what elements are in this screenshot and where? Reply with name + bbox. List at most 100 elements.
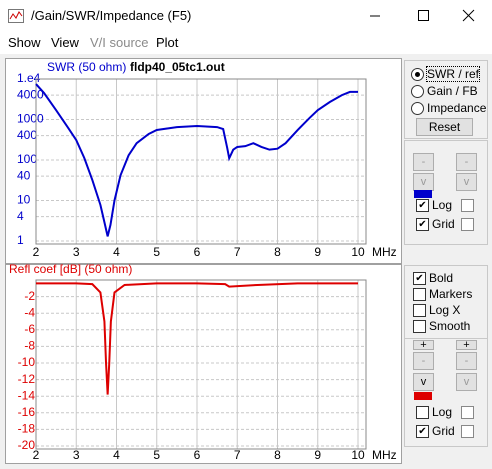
title-bar: /Gain/SWR/Impedance (F5)	[0, 0, 492, 32]
radio[interactable]	[411, 84, 424, 98]
menu-item[interactable]: View	[51, 35, 79, 50]
extra-checkbox[interactable]	[461, 424, 474, 438]
swr-panel	[5, 58, 402, 264]
x-tick-label: 6	[194, 245, 201, 259]
radio[interactable]	[411, 101, 424, 115]
option-checkbox[interactable]: Markers	[413, 287, 472, 301]
x-tick-label: 7	[234, 245, 241, 259]
step-button[interactable]: +	[413, 340, 434, 351]
y-tick-label: -16	[18, 405, 36, 419]
window-buttons[interactable]	[360, 0, 492, 32]
x-axis-label: MHz	[372, 245, 397, 259]
menu-item[interactable]: Plot	[156, 35, 179, 50]
x-tick-label: 7	[234, 448, 241, 462]
x-tick-label: 10	[351, 245, 365, 259]
x-tick-label: 9	[314, 448, 321, 462]
extra-checkbox[interactable]	[461, 198, 474, 212]
x-tick-label: 6	[194, 448, 201, 462]
checkbox[interactable]	[413, 319, 426, 333]
line-series	[36, 282, 358, 395]
y-tick-label: 400	[17, 128, 37, 142]
step-button[interactable]: -	[413, 153, 434, 171]
y-tick-label: -2	[24, 289, 35, 303]
option-checkbox[interactable]: ✔ Bold	[413, 271, 453, 285]
y-tick-label: -8	[24, 339, 35, 353]
menu-bar: Show View V/I source Plot	[0, 32, 492, 54]
checkbox[interactable]: ✔	[416, 198, 429, 212]
radio-option[interactable]: Impedance	[411, 101, 486, 115]
x-tick-label: 4	[113, 245, 120, 259]
plot-frame	[35, 279, 367, 450]
grid-checkbox[interactable]: ✔ Grid	[416, 217, 474, 231]
checkbox[interactable]	[413, 303, 426, 317]
step-button[interactable]: +	[456, 340, 477, 351]
radio-label: Gain / FB	[427, 84, 478, 98]
checkbox-label: Bold	[429, 271, 454, 285]
y-tick-label: -4	[24, 305, 35, 319]
step-button[interactable]: v	[413, 173, 434, 191]
checkbox-label: Markers	[429, 287, 473, 301]
y-tick-label: -10	[18, 355, 36, 369]
window-title: /Gain/SWR/Impedance (F5)	[31, 8, 192, 23]
checkbox[interactable]: ✔	[416, 217, 429, 231]
lower-controls: + + - - v v Log ✔ Grid	[404, 338, 488, 447]
radio-option[interactable]: Gain / FB	[411, 84, 478, 98]
checkbox-label: Log	[432, 405, 453, 419]
log-checkbox[interactable]: Log	[416, 405, 474, 419]
radio-label: Impedance	[427, 101, 487, 115]
color-swatch[interactable]	[414, 392, 432, 400]
checkbox-label: Log X	[429, 303, 461, 317]
plot-frame	[35, 78, 367, 245]
y-tick-label: 100	[17, 152, 37, 166]
step-button[interactable]: -	[456, 153, 477, 171]
app-icon	[8, 9, 24, 23]
radio-option[interactable]: SWR / ref	[411, 66, 481, 82]
menu-item[interactable]: Show	[8, 35, 41, 50]
x-tick-label: 3	[73, 245, 80, 259]
x-tick-label: 8	[274, 448, 281, 462]
option-checkbox[interactable]: Log X	[413, 303, 460, 317]
step-button[interactable]: v	[456, 173, 477, 191]
option-checkbox[interactable]: Smooth	[413, 319, 470, 333]
reset-button[interactable]: Reset	[416, 118, 473, 136]
upper-controls: - - v v ✔ Log ✔ Grid	[404, 140, 488, 245]
chart-title: Refl coef [dB] (50 ohm)	[9, 262, 132, 276]
x-tick-label: 5	[153, 448, 160, 462]
checkbox[interactable]: ✔	[416, 424, 429, 438]
line-series	[35, 83, 358, 237]
grid-checkbox[interactable]: ✔ Grid	[416, 424, 474, 438]
color-swatch[interactable]	[414, 190, 432, 198]
radio[interactable]	[411, 67, 424, 81]
x-tick-label: 2	[33, 448, 40, 462]
x-tick-label: 9	[314, 245, 321, 259]
y-tick-label: -20	[18, 438, 36, 452]
step-button[interactable]: v	[413, 373, 434, 391]
y-tick-label: -12	[18, 372, 36, 386]
x-tick-label: 4	[113, 448, 120, 462]
step-button[interactable]: v	[456, 373, 477, 391]
checkbox[interactable]: ✔	[413, 271, 426, 285]
menu-item[interactable]: V/I source	[90, 35, 149, 50]
y-tick-label: 40	[17, 168, 31, 182]
y-tick-label: 4000	[17, 87, 44, 101]
step-button[interactable]: -	[413, 352, 434, 370]
checkbox[interactable]	[413, 287, 426, 301]
x-tick-label: 5	[153, 245, 160, 259]
x-tick-label: 10	[351, 448, 365, 462]
checkbox[interactable]	[416, 405, 429, 419]
file-name: fldp40_05tc1.out	[130, 60, 225, 74]
step-button[interactable]: -	[456, 352, 477, 370]
y-tick-label: -6	[24, 322, 35, 336]
y-tick-label: 4	[17, 209, 24, 223]
log-checkbox[interactable]: ✔ Log	[416, 198, 474, 212]
extra-checkbox[interactable]	[461, 217, 474, 231]
x-axis-label: MHz	[372, 448, 397, 462]
x-tick-label: 3	[73, 448, 80, 462]
y-tick-label: 1	[17, 233, 24, 247]
checkbox-label: Grid	[432, 424, 455, 438]
plot-select-group: SWR / ref Gain / FB Impedance Reset	[404, 60, 488, 139]
y-tick-label: -14	[18, 388, 36, 402]
extra-checkbox[interactable]	[461, 405, 474, 419]
